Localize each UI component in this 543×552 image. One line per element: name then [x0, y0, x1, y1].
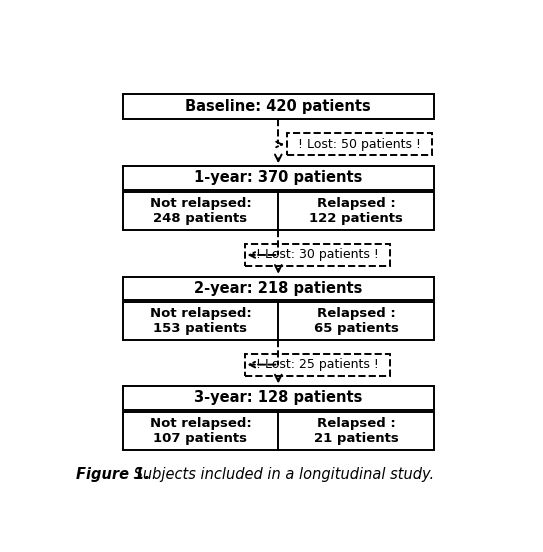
Text: ! Lost: 25 patients !: ! Lost: 25 patients !	[256, 358, 378, 371]
Text: ! Lost: 50 patients !: ! Lost: 50 patients !	[298, 138, 421, 151]
Text: Baseline: 420 patients: Baseline: 420 patients	[185, 99, 371, 114]
Text: Not relapsed:
153 patients: Not relapsed: 153 patients	[149, 307, 251, 335]
Text: Figure 1.: Figure 1.	[76, 467, 150, 482]
Text: ! Lost: 30 patients !: ! Lost: 30 patients !	[256, 248, 378, 262]
Bar	[123, 277, 434, 300]
Text: Relapsed :
65 patients: Relapsed : 65 patients	[314, 307, 399, 335]
Text: Subjects included in a longitudinal study.: Subjects included in a longitudinal stud…	[129, 467, 434, 482]
Bar	[244, 354, 390, 376]
Text: Relapsed :
122 patients: Relapsed : 122 patients	[309, 197, 403, 225]
Bar	[123, 94, 434, 119]
Text: Not relapsed:
107 patients: Not relapsed: 107 patients	[149, 417, 251, 445]
Bar	[123, 192, 434, 230]
Text: Not relapsed:
248 patients: Not relapsed: 248 patients	[149, 197, 251, 225]
Bar	[123, 302, 434, 341]
Text: 1-year: 370 patients: 1-year: 370 patients	[194, 171, 363, 185]
Bar	[123, 386, 434, 410]
Text: 3-year: 128 patients: 3-year: 128 patients	[194, 390, 363, 406]
Bar	[123, 412, 434, 450]
Text: Relapsed :
21 patients: Relapsed : 21 patients	[314, 417, 399, 445]
Bar	[244, 244, 390, 266]
Text: 2-year: 218 patients: 2-year: 218 patients	[194, 281, 363, 296]
Bar	[123, 166, 434, 189]
Bar	[287, 134, 432, 156]
